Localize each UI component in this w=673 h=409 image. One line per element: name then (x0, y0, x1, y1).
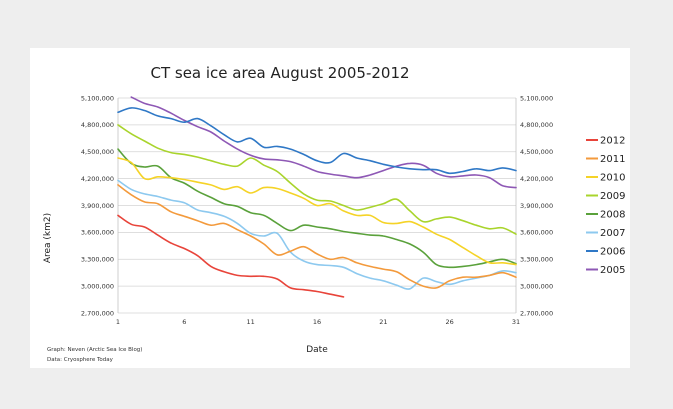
x-axis-ticks: 1 6 11 16 21 26 31 (116, 318, 520, 326)
series-line-2008 (117, 148, 517, 269)
chart-card: CT sea ice area August 2005-2012 2,700,0… (30, 48, 630, 368)
legend-label-2012: 2012 (600, 136, 625, 147)
legend-label-2005: 2005 (600, 265, 625, 276)
legend: 2012 2011 2010 2009 2008 2007 2006 2005 (586, 136, 625, 276)
graph-credit: Graph: Neven (Arctic Sea Ice Blog) (47, 347, 142, 353)
y-tick-label-right: 3,600,000 (520, 229, 553, 237)
legend-label-2008: 2008 (600, 210, 625, 221)
x-tick-label: 31 (512, 318, 520, 326)
x-tick-label: 1 (116, 318, 120, 326)
y-tick-label-right: 3,000,000 (520, 282, 553, 290)
y-tick-label-left: 3,900,000 (81, 202, 114, 210)
x-tick-label: 26 (446, 318, 454, 326)
x-tick-label: 16 (313, 318, 321, 326)
series-line-2005 (130, 96, 517, 189)
y-tick-label-left: 3,300,000 (81, 256, 114, 264)
legend-label-2010: 2010 (600, 173, 625, 184)
y-tick-label-left: 3,600,000 (81, 229, 114, 237)
y-tick-label-left: 2,700,000 (81, 309, 114, 317)
sea-ice-line-chart: CT sea ice area August 2005-2012 2,700,0… (43, 64, 625, 363)
x-axis-label: Date (306, 345, 328, 355)
series-line-2012 (117, 214, 345, 298)
series-line-2009 (117, 124, 517, 235)
y-axis-right-ticks: 2,700,000 3,000,000 3,300,000 3,600,000 3,90… (520, 94, 553, 317)
y-tick-label-left: 4,500,000 (81, 148, 114, 156)
y-axis-label: Area (km2) (43, 213, 53, 263)
y-tick-label-right: 4,800,000 (520, 121, 553, 129)
series-lines (117, 96, 517, 298)
y-tick-label-right: 4,200,000 (520, 175, 553, 183)
y-tick-label-right: 5,100,000 (520, 94, 553, 102)
series-line-2010 (117, 157, 517, 266)
chart-title: CT sea ice area August 2005-2012 (150, 64, 409, 82)
y-tick-label-left: 4,200,000 (81, 175, 114, 183)
y-tick-label-right: 3,300,000 (520, 256, 553, 264)
y-tick-label-right: 4,500,000 (520, 148, 553, 156)
series-line-2007 (117, 179, 517, 290)
data-credit: Data: Cryosphere Today (47, 357, 114, 363)
series-line-2006 (117, 107, 517, 175)
y-tick-label-left: 5,100,000 (81, 94, 114, 102)
x-tick-label: 6 (182, 318, 186, 326)
legend-label-2011: 2011 (600, 154, 625, 165)
legend-label-2006: 2006 (600, 247, 625, 258)
y-tick-label-left: 4,800,000 (81, 121, 114, 129)
y-tick-label-left: 3,000,000 (81, 282, 114, 290)
x-tick-label: 11 (247, 318, 255, 326)
y-tick-label-right: 2,700,000 (520, 309, 553, 317)
series-line-2011 (117, 184, 517, 289)
x-tick-label: 21 (379, 318, 387, 326)
legend-label-2009: 2009 (600, 191, 625, 202)
y-axis-left-ticks: 2,700,000 3,000,000 3,300,000 3,600,000 3,90… (81, 94, 114, 317)
y-tick-label-right: 3,900,000 (520, 202, 553, 210)
legend-label-2007: 2007 (600, 228, 625, 239)
